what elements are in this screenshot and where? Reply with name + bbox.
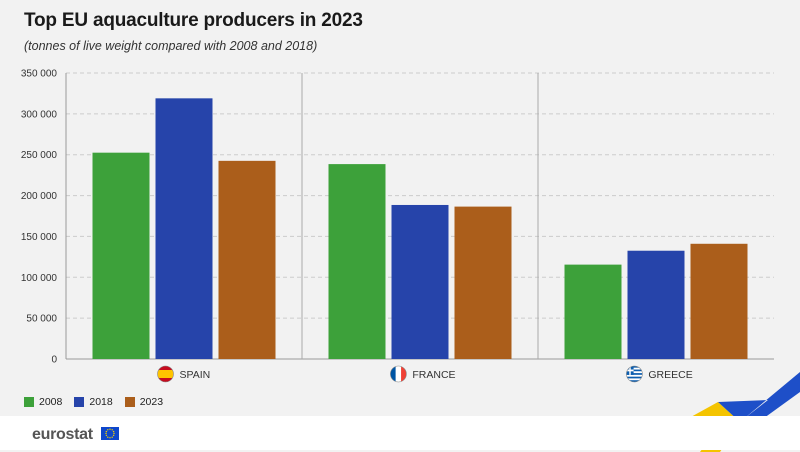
legend: 2008 2018 2023 [24,396,163,408]
eurostat-logo: eurostat [32,426,93,443]
chart-subtitle: (tonnes of live weight compared with 200… [24,39,318,53]
y-tick-label: 300 000 [21,109,58,120]
legend-label-2023: 2023 [139,396,164,408]
legend-item-2023: 2023 [124,396,164,408]
eu-flag-icon [101,427,119,440]
bar-greece-2018 [627,250,685,359]
y-tick-label: 250 000 [21,150,58,161]
category-label-france: FRANCE [412,369,455,381]
bar-chart: 0 50 000 100 000 150 000 200 000 250 000 300 0… [21,69,774,383]
y-tick-label: 200 000 [21,191,58,202]
bar-france-2018 [391,204,449,359]
legend-item-2018: 2018 [74,396,113,408]
legend-swatch-2018 [74,397,85,407]
france-flag-icon [390,365,407,383]
bar-greece-2008 [564,264,622,359]
bar-spain-2018 [155,98,213,360]
legend-item-2008: 2008 [24,396,62,408]
legend-label-2008: 2008 [39,396,63,408]
y-tick-label: 100 000 [21,273,58,284]
footer: eurostat [0,416,800,450]
bar-france-2008 [328,164,386,359]
spain-flag-icon [157,365,174,383]
bar-spain-2008 [92,152,150,359]
y-tick-label: 50 000 [26,314,57,325]
legend-label-2018: 2018 [89,396,113,408]
bar-france-2023 [454,206,512,359]
bar-greece-2023 [690,243,748,359]
category-label-spain: SPAIN [180,369,211,381]
y-tick-label: 350 000 [21,69,58,80]
y-tick-label: 0 [51,355,57,366]
legend-swatch-2023 [124,397,135,407]
greece-flag-icon [626,365,643,383]
legend-swatch-2008 [24,397,34,407]
category-label-greece: GREECE [648,369,692,381]
bar-spain-2023 [218,160,276,359]
chart-title: Top EU aquaculture producers in 2023 [24,10,363,31]
y-tick-label: 150 000 [21,232,58,243]
